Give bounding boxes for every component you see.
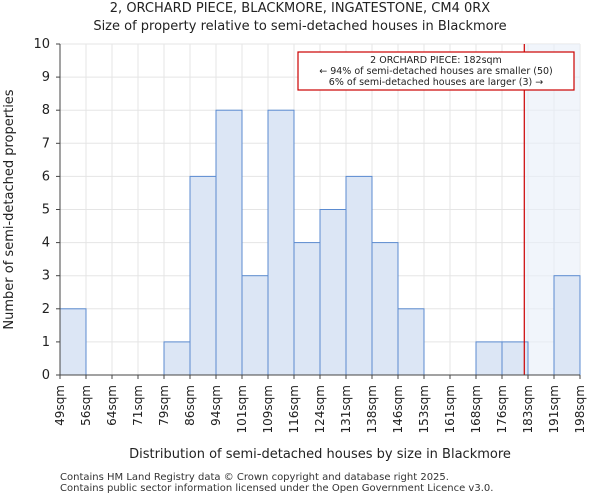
x-tick-label: 56sqm bbox=[79, 385, 93, 426]
annotation-smaller: ← 94% of semi-detached houses are smalle… bbox=[319, 66, 553, 77]
x-tick-label: 124sqm bbox=[313, 385, 327, 433]
histogram-bar bbox=[475, 341, 503, 376]
x-tick-label: 161sqm bbox=[443, 385, 457, 433]
histogram-bar bbox=[189, 175, 217, 376]
x-tick-label: 49sqm bbox=[53, 385, 67, 426]
x-axis-label: Distribution of semi-detached houses by … bbox=[129, 447, 511, 462]
histogram-bar bbox=[59, 308, 87, 376]
histogram-bar bbox=[397, 308, 425, 376]
x-tick-label: 64sqm bbox=[105, 385, 119, 426]
x-tick-label: 71sqm bbox=[131, 385, 145, 426]
histogram-bar bbox=[163, 341, 191, 376]
y-tick-label: 3 bbox=[42, 269, 50, 284]
histogram-bar bbox=[215, 109, 243, 376]
x-tick-label: 168sqm bbox=[469, 385, 483, 433]
y-axis-label: Number of semi-detached properties bbox=[2, 89, 17, 329]
histogram-chart: 0 1 2 3 4 5 6 7 8 9 10 49sqm 56sqm 64sqm 71sqm 79sqm 86s… bbox=[2, 37, 587, 462]
y-tick-label: 8 bbox=[42, 103, 50, 118]
histogram-bar bbox=[241, 275, 269, 376]
x-tick-label: 198sqm bbox=[573, 385, 587, 433]
y-tick-label: 2 bbox=[42, 302, 50, 317]
x-tick-label: 94sqm bbox=[209, 385, 223, 426]
bars-layer bbox=[59, 109, 581, 376]
y-tick-label: 4 bbox=[42, 236, 50, 251]
histogram-bar bbox=[553, 275, 581, 376]
x-tick-label: 86sqm bbox=[183, 385, 197, 426]
y-tick-label: 7 bbox=[42, 136, 50, 151]
y-tick-label: 6 bbox=[42, 169, 50, 184]
histogram-bar bbox=[293, 242, 321, 376]
histogram-bar bbox=[267, 109, 295, 376]
x-tick-label: 183sqm bbox=[521, 385, 535, 433]
chart-subtitle: Size of property relative to semi-detach… bbox=[93, 19, 507, 34]
y-tick-label: 10 bbox=[33, 37, 50, 52]
annotation-title: 2 ORCHARD PIECE: 182sqm bbox=[370, 55, 502, 66]
attribution-footer: Contains HM Land Registry data © Crown c… bbox=[60, 472, 493, 494]
x-tick-label: 191sqm bbox=[547, 385, 561, 433]
axes-layer: 0 1 2 3 4 5 6 7 8 9 10 49sqm 56sqm 64sqm 71sqm 79sqm 86s… bbox=[33, 37, 587, 433]
x-tick-label: 131sqm bbox=[339, 385, 353, 433]
x-tick-label: 101sqm bbox=[235, 385, 249, 433]
marker-annotation: 2 ORCHARD PIECE: 182sqm ← 94% of semi-de… bbox=[297, 51, 575, 91]
x-tick-label: 116sqm bbox=[287, 385, 301, 433]
annotation-larger: 6% of semi-detached houses are larger (3… bbox=[329, 77, 543, 88]
footer-line-1: Contains HM Land Registry data © Crown c… bbox=[60, 472, 449, 483]
y-tick-label: 9 bbox=[42, 70, 50, 85]
histogram-bar bbox=[501, 341, 529, 376]
histogram-bar bbox=[371, 242, 399, 376]
annotation-box bbox=[297, 51, 575, 91]
x-tick-label: 109sqm bbox=[261, 385, 275, 433]
y-tick-label: 5 bbox=[42, 203, 50, 218]
histogram-bar bbox=[319, 209, 347, 376]
chart-title: 2, ORCHARD PIECE, BLACKMORE, INGATESTONE… bbox=[109, 1, 491, 16]
x-tick-label: 153sqm bbox=[417, 385, 431, 433]
x-tick-label: 138sqm bbox=[365, 385, 379, 433]
x-tick-label: 176sqm bbox=[495, 385, 509, 433]
chart-title-block: 2, ORCHARD PIECE, BLACKMORE, INGATESTONE… bbox=[0, 0, 600, 36]
y-tick-label: 0 bbox=[42, 368, 50, 383]
footer-line-2: Contains public sector information licen… bbox=[60, 483, 494, 494]
x-tick-label: 146sqm bbox=[391, 385, 405, 433]
y-tick-label: 1 bbox=[42, 335, 50, 350]
x-tick-label: 79sqm bbox=[157, 385, 171, 426]
histogram-bar bbox=[345, 175, 373, 376]
